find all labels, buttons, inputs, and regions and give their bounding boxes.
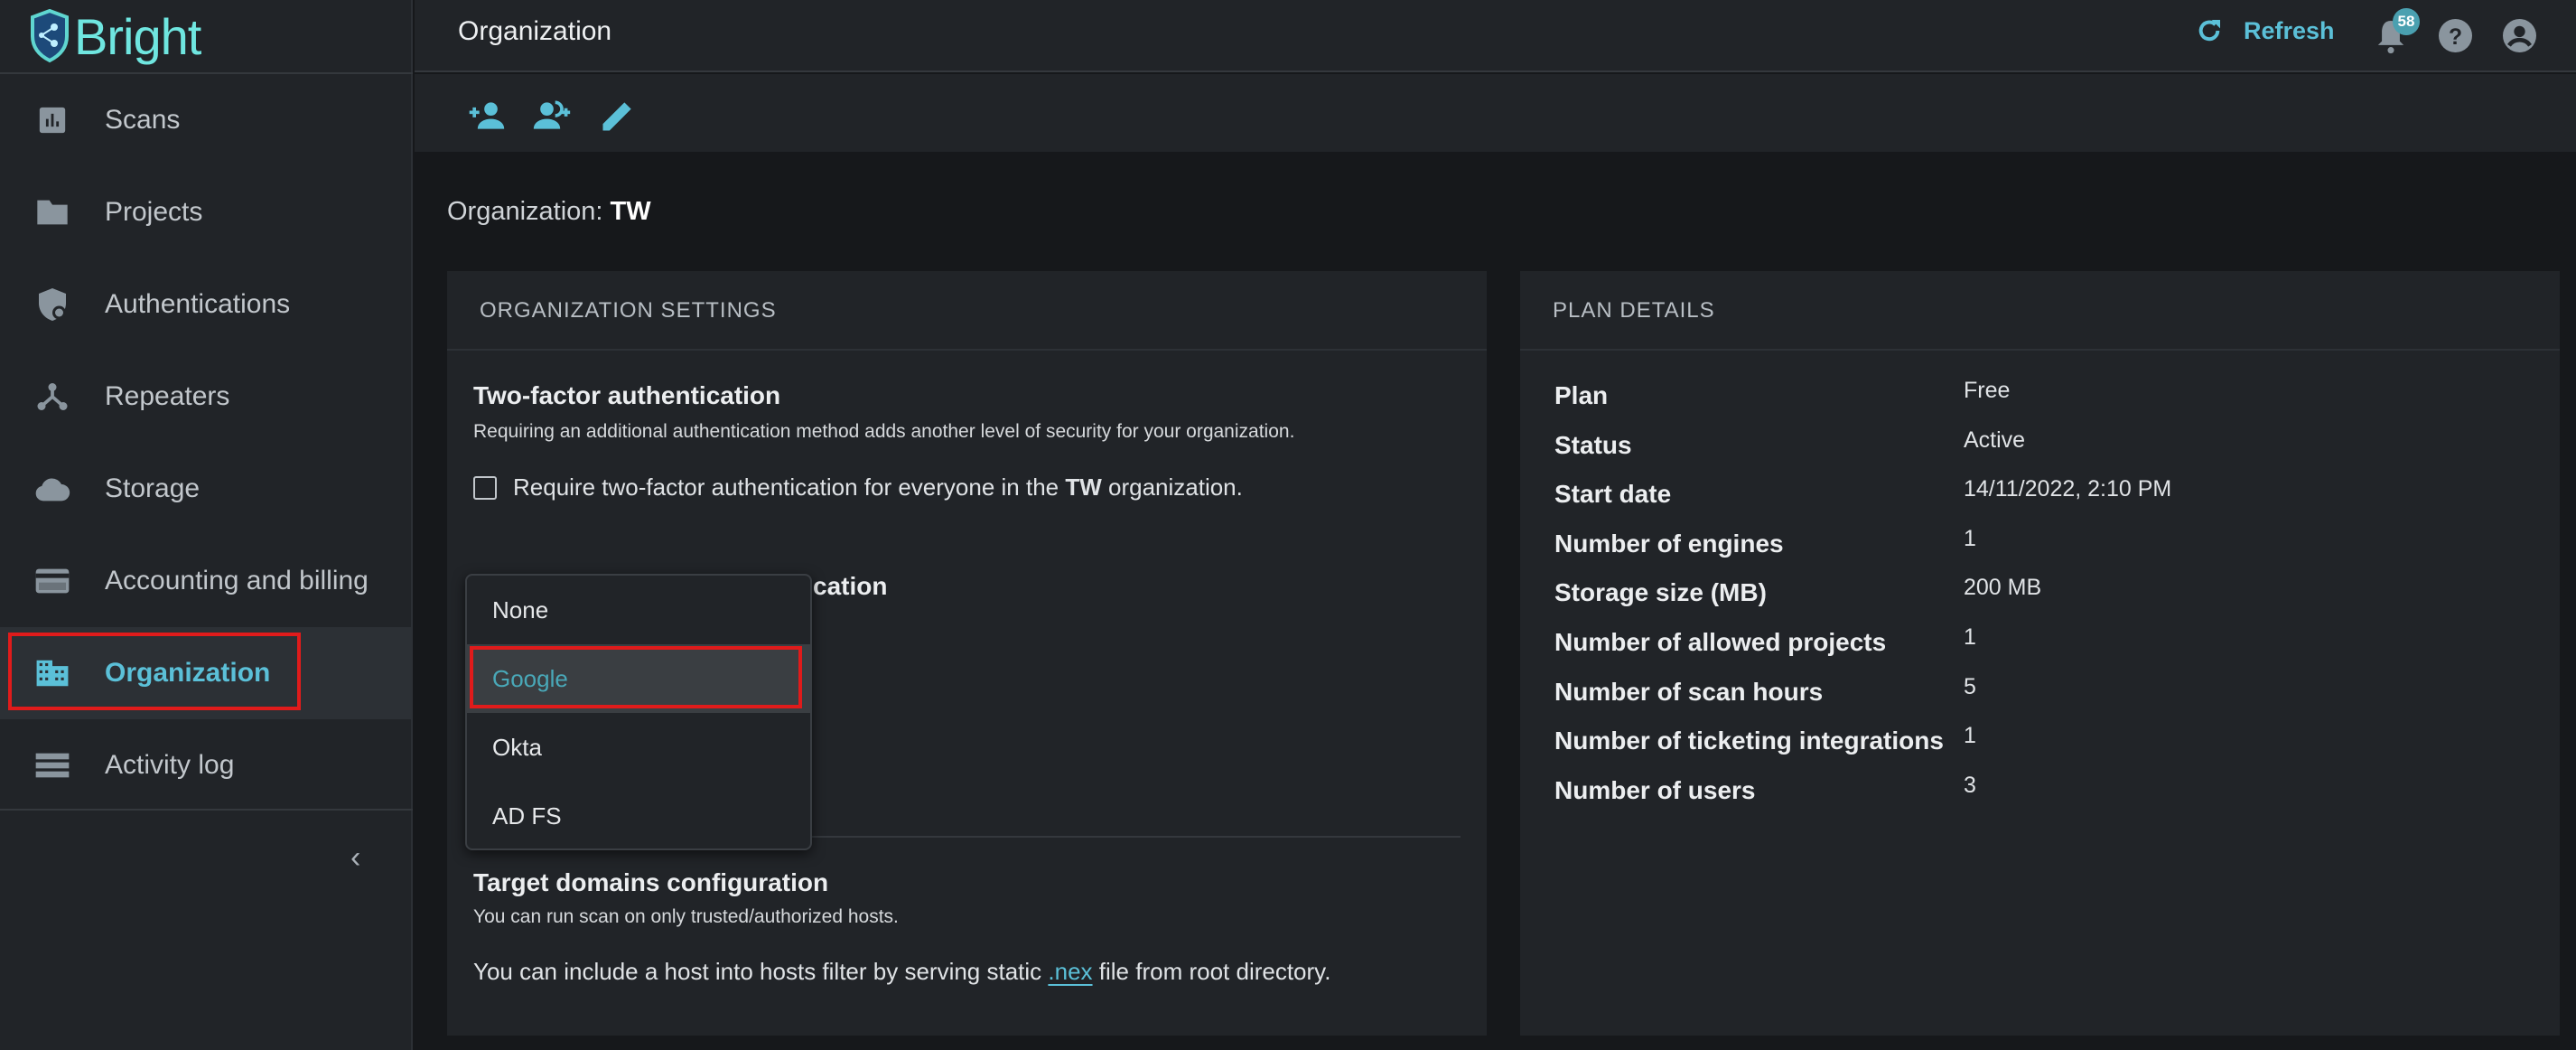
- plan-row-label: Plan: [1554, 381, 1609, 409]
- plan-row-value: 1: [1964, 525, 1976, 551]
- checkbox-org-name: TW: [1065, 473, 1102, 501]
- sidebar-item-label: Scans: [105, 105, 181, 135]
- plan-row-value: 3: [1964, 772, 1976, 798]
- plan-row-value: Active: [1964, 427, 2026, 453]
- sidebar-item-accounting-and-billing[interactable]: Accounting and billing: [0, 535, 413, 627]
- add-user-icon: [469, 102, 505, 129]
- divider: [473, 836, 1461, 838]
- card-title: ORGANIZATION SETTINGS: [480, 298, 777, 323]
- plan-row-label: Number of users: [1554, 775, 1756, 804]
- option-none[interactable]: None: [492, 595, 549, 623]
- sidebar-item-organization[interactable]: Organization: [0, 627, 413, 719]
- sidebar: [0, 0, 413, 1050]
- highlight-box: [8, 633, 301, 710]
- hosts-filter-prefix: You can include a host into hosts filter…: [473, 958, 1049, 985]
- organization-label: Organization:: [447, 197, 611, 226]
- hosts-filter-text: You can include a host into hosts filter…: [473, 958, 1330, 986]
- highlight-box: [470, 646, 802, 708]
- plan-row-label: Storage size (MB): [1554, 578, 1767, 607]
- plan-row-value: Free: [1964, 378, 2011, 403]
- add-user-button[interactable]: [466, 96, 506, 136]
- svg-text:?: ?: [2449, 25, 2462, 50]
- plan-details-card: PLAN DETAILS: [1520, 271, 2560, 1036]
- sidebar-item-label: Accounting and billing: [105, 566, 369, 595]
- sidebar-item-label: Activity log: [105, 750, 235, 780]
- credit-card-icon: [34, 563, 70, 599]
- folder-icon: [34, 194, 70, 230]
- divider: [0, 72, 413, 74]
- cloud-icon: [34, 471, 70, 507]
- plan-row-value: 1: [1964, 723, 1976, 749]
- target-domains-description: You can run scan on only trusted/authori…: [473, 906, 899, 927]
- toolbar: [415, 74, 2576, 152]
- checkbox-label: Require two-factor authentication for ev…: [513, 473, 1243, 502]
- two-factor-title: Two-factor authentication: [473, 381, 781, 409]
- add-group-icon: [533, 100, 571, 129]
- brand-name: Bright: [74, 7, 201, 65]
- shield-lock-icon: [34, 286, 70, 323]
- page-title: Organization: [458, 16, 612, 46]
- sidebar-item-storage[interactable]: Storage: [0, 443, 413, 535]
- two-factor-checkbox[interactable]: [473, 475, 497, 500]
- plan-row-value: 1: [1964, 624, 1976, 650]
- refresh-icon: [2198, 20, 2220, 42]
- sso-title-partial: cation: [813, 572, 888, 600]
- plan-row-value: 5: [1964, 673, 1976, 699]
- option-ad-fs[interactable]: AD FS: [492, 802, 562, 830]
- help-icon: ?: [2439, 19, 2472, 52]
- sidebar-item-label: Authentications: [105, 289, 291, 319]
- sidebar-item-label: Organization: [105, 658, 271, 688]
- sso-provider-dropdown: None Google Okta AD FS: [465, 574, 812, 850]
- plan-row-label: Status: [1554, 430, 1632, 459]
- sidebar-item-activity-log[interactable]: Activity log: [0, 719, 413, 811]
- sidebar-item-label: Projects: [105, 197, 203, 227]
- sidebar-item-label: Repeaters: [105, 381, 230, 411]
- checkbox-label-suffix: organization.: [1101, 473, 1243, 501]
- organization-name: Organization: TW: [447, 197, 651, 227]
- edit-button[interactable]: [598, 96, 638, 136]
- target-domains-title: Target domains configuration: [473, 868, 829, 896]
- notifications-button[interactable]: 58: [2375, 8, 2420, 54]
- card-title: PLAN DETAILS: [1553, 298, 1715, 323]
- sidebar-item-projects[interactable]: Projects: [0, 166, 413, 258]
- nex-file-link[interactable]: .nex: [1048, 958, 1093, 985]
- refresh-label: Refresh: [2244, 16, 2335, 44]
- building-icon: [34, 655, 70, 691]
- edit-icon: [602, 102, 631, 131]
- option-google[interactable]: Google: [467, 644, 810, 713]
- hosts-filter-suffix: file from root directory.: [1092, 958, 1331, 985]
- help-button[interactable]: ?: [2439, 19, 2472, 57]
- divider: [447, 349, 1487, 351]
- checkbox-label-text: Require two-factor authentication for ev…: [513, 473, 1066, 501]
- notification-count-badge: 58: [2393, 8, 2420, 35]
- shield-logo-icon: [31, 9, 69, 63]
- two-factor-description: Requiring an additional authentication m…: [473, 421, 1295, 442]
- logo[interactable]: Bright: [29, 5, 201, 67]
- plan-row-value: 200 MB: [1964, 575, 2042, 601]
- plan-row-value: 14/11/2022, 2:10 PM: [1964, 476, 2172, 502]
- divider: [1520, 349, 2560, 351]
- two-factor-checkbox-row[interactable]: Require two-factor authentication for ev…: [473, 473, 1243, 502]
- plan-row-label: Number of engines: [1554, 529, 1784, 558]
- list-icon: [34, 747, 70, 783]
- bar-chart-icon: [34, 102, 70, 138]
- plan-row-label: Start date: [1554, 480, 1672, 509]
- hub-icon: [34, 379, 70, 415]
- account-circle-icon: [2503, 19, 2536, 52]
- sidebar-item-repeaters[interactable]: Repeaters: [0, 351, 413, 443]
- account-button[interactable]: [2503, 19, 2536, 57]
- collapse-sidebar-button[interactable]: ‹: [350, 840, 361, 875]
- sidebar-item-scans[interactable]: Scans: [0, 74, 413, 166]
- organization-value: TW: [610, 197, 651, 226]
- plan-row-label: Number of scan hours: [1554, 677, 1824, 706]
- add-group-button[interactable]: [532, 96, 572, 136]
- plan-row-label: Number of allowed projects: [1554, 628, 1887, 656]
- option-okta[interactable]: Okta: [492, 733, 542, 761]
- refresh-button[interactable]: Refresh: [2195, 16, 2335, 45]
- divider: [0, 809, 413, 811]
- plan-row-label: Number of ticketing integrations: [1554, 727, 1944, 755]
- sidebar-item-authentications[interactable]: Authentications: [0, 258, 413, 351]
- sidebar-item-label: Storage: [105, 473, 201, 503]
